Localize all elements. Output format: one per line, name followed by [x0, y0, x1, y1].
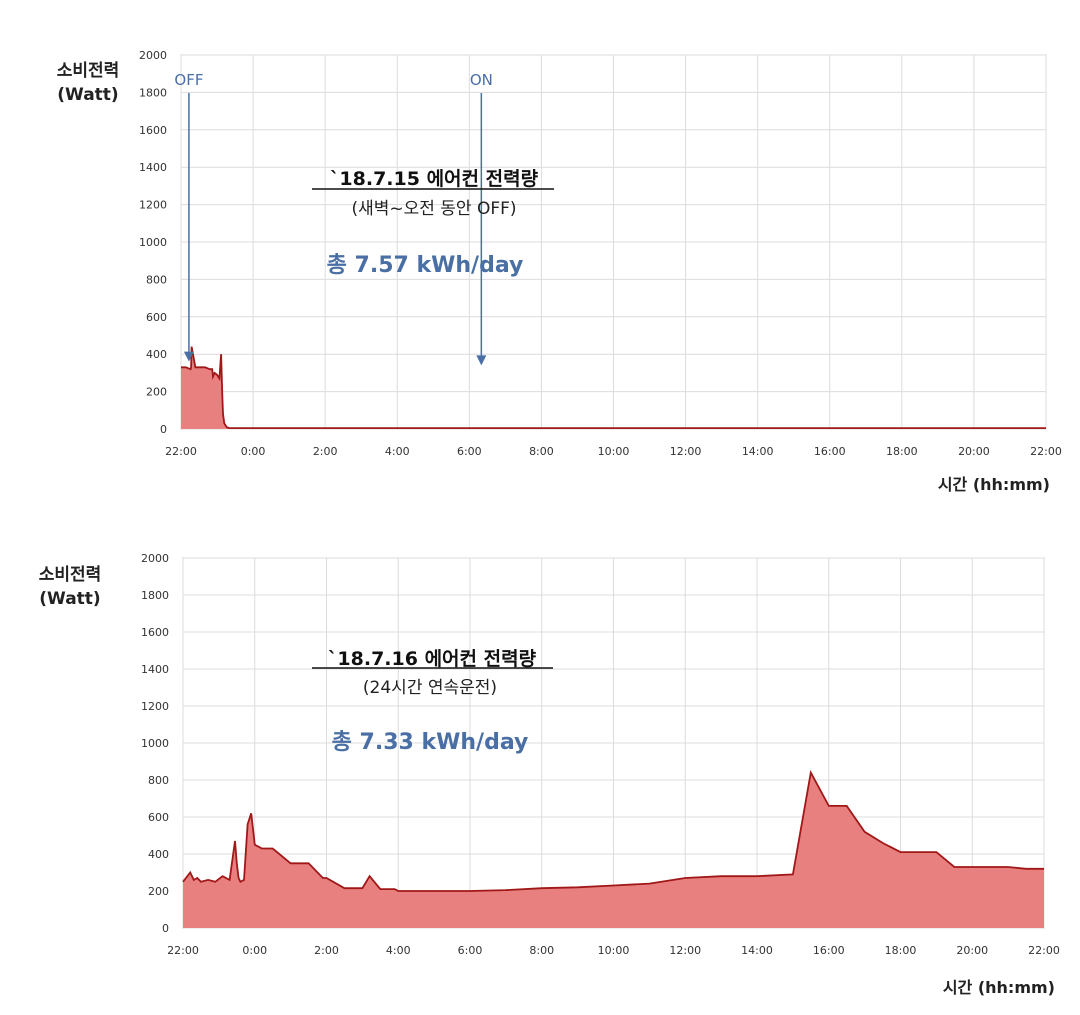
- x-tick-label: 8:00: [529, 445, 554, 458]
- x-tick-label: 14:00: [741, 944, 773, 957]
- y-tick-label: 800: [146, 273, 167, 286]
- y-tick-label: 1600: [139, 124, 167, 137]
- markers: OFF ON: [174, 71, 493, 366]
- x-tick-label: 0:00: [242, 944, 267, 957]
- y-tick-label: 1600: [141, 626, 169, 639]
- annotation-subtitle: (24시간 연속운전): [363, 678, 497, 698]
- y-tick-label: 0: [162, 922, 169, 935]
- y-tick-label: 200: [148, 885, 169, 898]
- y-tick-label: 600: [148, 811, 169, 824]
- y-tick-label: 1000: [139, 236, 167, 249]
- x-tick-label: 18:00: [886, 445, 918, 458]
- y-tick-label: 2000: [139, 49, 167, 62]
- y-tick-label: 800: [148, 774, 169, 787]
- y-tick-label: 1400: [141, 663, 169, 676]
- y-tick-label: 1400: [139, 161, 167, 174]
- annotation-subtitle: (새벽~오전 동안 OFF): [351, 199, 516, 219]
- y-tick-label: 1200: [141, 700, 169, 713]
- x-tick-label: 10:00: [598, 445, 630, 458]
- y-tick-label: 1000: [141, 737, 169, 750]
- y-tick-label: 400: [148, 848, 169, 861]
- series-line: [181, 346, 1046, 429]
- marker-label-off: OFF: [174, 71, 203, 89]
- x-tick-label: 22:00: [167, 944, 199, 957]
- x-tick-label: 6:00: [457, 445, 482, 458]
- y-tick-label: 400: [146, 348, 167, 361]
- x-tick-label: 22:00: [1028, 944, 1060, 957]
- x-tick-label: 2:00: [314, 944, 339, 957]
- y-axis-label-line1: 소비전력: [57, 61, 120, 81]
- y-tick-label: 1800: [139, 86, 167, 99]
- x-tick-label: 6:00: [458, 944, 483, 957]
- x-tick-label: 16:00: [814, 445, 846, 458]
- annotation-title: `18.7.15 에어컨 전력량: [330, 168, 539, 190]
- x-tick-label: 0:00: [241, 445, 266, 458]
- y-ticks: 0 200 400 600 800 1000 1200 1400 1600 1800 2000: [141, 552, 169, 935]
- y-tick-label: 1200: [139, 199, 167, 212]
- annotation-total: 총 7.33 kWh/day: [332, 730, 529, 755]
- x-tick-label: 8:00: [529, 944, 554, 957]
- grid: [180, 54, 1047, 430]
- x-tick-label: 14:00: [742, 445, 774, 458]
- y-axis-label-line2: (Watt): [57, 85, 118, 105]
- x-tick-label: 16:00: [813, 944, 845, 957]
- marker-label-on: ON: [470, 71, 493, 89]
- x-tick-label: 22:00: [1030, 445, 1062, 458]
- x-tick-label: 2:00: [313, 445, 338, 458]
- x-tick-label: 20:00: [958, 445, 990, 458]
- y-tick-label: 200: [146, 386, 167, 399]
- annotation-total: 총 7.57 kWh/day: [327, 253, 524, 278]
- y-tick-label: 2000: [141, 552, 169, 565]
- y-tick-label: 1800: [141, 589, 169, 602]
- x-tick-label: 18:00: [885, 944, 917, 957]
- x-ticks: 22:00 0:00 2:00 4:00 6:00 8:00 10:00 12:00 14:00…: [167, 944, 1060, 957]
- annotation-title: `18.7.16 에어컨 전력량: [328, 648, 537, 670]
- y-ticks: 0 200 400 600 800 1000 1200 1400 1600 1800 2000: [139, 49, 167, 436]
- y-tick-label: 0: [160, 423, 167, 436]
- chart-daily-0715: 소비전력 (Watt) 0 200 400 600 800 1000 1200 1400 160…: [57, 49, 1062, 494]
- y-tick-label: 600: [146, 311, 167, 324]
- x-ticks: 22:00 0:00 2:00 4:00 6:00 8:00 10:00 12:00 14:00…: [165, 445, 1062, 458]
- y-axis-label-line2: (Watt): [39, 589, 100, 609]
- x-tick-label: 22:00: [165, 445, 197, 458]
- marker-arrow-head: [183, 351, 194, 362]
- x-axis-label: 시간 (hh:mm): [943, 978, 1055, 997]
- x-tick-label: 4:00: [385, 445, 410, 458]
- x-tick-label: 12:00: [670, 445, 702, 458]
- chart-daily-0716: 소비전력 (Watt) 0 200 400 600 800 1000 1200 1400 160…: [39, 552, 1060, 997]
- x-tick-label: 10:00: [598, 944, 630, 957]
- x-tick-label: 12:00: [669, 944, 701, 957]
- series-line: [182, 769, 1044, 892]
- series-area: [183, 772, 1044, 928]
- marker-arrow-head: [476, 355, 487, 366]
- x-tick-label: 4:00: [386, 944, 411, 957]
- x-tick-label: 20:00: [956, 944, 988, 957]
- y-axis-label-line1: 소비전력: [39, 565, 102, 585]
- x-axis-label: 시간 (hh:mm): [938, 475, 1050, 494]
